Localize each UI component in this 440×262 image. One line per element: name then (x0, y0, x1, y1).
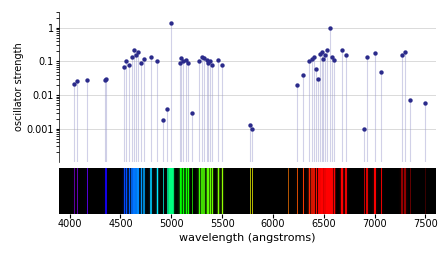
Point (198, 54, 205, 59)
Point (204, 61, 211, 65)
Point (320, 57, 327, 61)
Point (215, 58, 222, 62)
Point (134, 50, 141, 54)
Point (125, 63, 132, 67)
Point (159, 118, 166, 122)
Point (130, 48, 137, 52)
Point (123, 59, 130, 64)
X-axis label: wavelength (angstroms): wavelength (angstroms) (179, 233, 316, 243)
Point (364, 54, 371, 59)
Point (83, 78, 90, 82)
Point (361, 127, 368, 131)
Point (338, 48, 345, 52)
Point (285, 188, 292, 192)
Y-axis label: oscillator strength: oscillator strength (14, 43, 24, 132)
Point (402, 50, 409, 54)
Point (180, 59, 187, 64)
Point (330, 58, 337, 62)
Point (422, 101, 429, 105)
Point (246, 123, 253, 127)
Point (308, 57, 315, 61)
Point (71, 81, 78, 86)
Point (342, 52, 349, 57)
Point (176, 61, 183, 65)
Point (168, 21, 175, 25)
Point (128, 54, 135, 59)
Point (200, 56, 207, 60)
Point (407, 98, 414, 102)
Point (132, 52, 139, 57)
Point (154, 59, 161, 64)
Point (314, 77, 321, 81)
Point (318, 50, 325, 54)
Point (209, 63, 216, 67)
Point (184, 61, 191, 65)
Point (121, 65, 128, 69)
Point (300, 73, 307, 77)
Point (147, 54, 154, 59)
Point (137, 61, 144, 65)
Point (322, 52, 329, 57)
Point (164, 106, 171, 111)
Point (195, 59, 202, 64)
Point (103, 77, 110, 81)
Point (378, 69, 385, 74)
Point (323, 48, 330, 52)
Point (183, 58, 190, 62)
Point (203, 58, 210, 62)
Point (312, 67, 319, 71)
Point (188, 111, 195, 115)
Point (316, 52, 323, 56)
Point (371, 51, 378, 55)
Point (305, 59, 312, 64)
Point (248, 127, 255, 131)
Point (206, 59, 213, 64)
Point (74, 79, 81, 83)
Point (101, 78, 108, 82)
Point (328, 54, 335, 59)
Point (219, 63, 226, 67)
Point (310, 54, 317, 59)
Point (293, 83, 300, 87)
Point (140, 57, 147, 61)
Point (399, 52, 406, 57)
Point (178, 56, 185, 60)
Point (326, 26, 334, 30)
